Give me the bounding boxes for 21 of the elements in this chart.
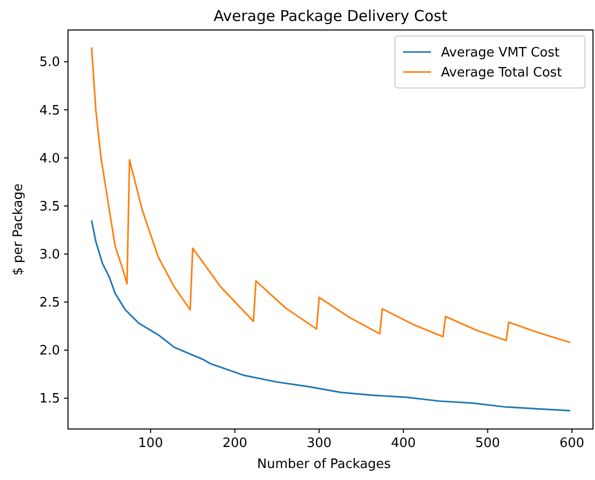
y-tick-label: 2.0 (39, 344, 60, 359)
x-tick-label: 300 (306, 436, 332, 451)
line-series (90, 46, 572, 344)
legend-label: Average Total Cost (441, 66, 562, 80)
x-tick-label: 400 (390, 436, 416, 451)
legend-label: Average VMT Cost (441, 46, 560, 60)
x-tick-label: 500 (475, 436, 500, 451)
y-tick-label: 4.5 (39, 103, 60, 118)
y-tick-label: 5.0 (39, 55, 60, 70)
y-tick-label: 4.0 (39, 151, 60, 166)
y-tick-label: 2.5 (39, 296, 60, 311)
x-tick-label: 200 (222, 436, 248, 451)
y-axis-title: $ per Package (11, 183, 26, 276)
y-tick-label: 3.0 (39, 248, 60, 263)
x-tick-label: 100 (138, 436, 163, 451)
x-tick-label: 600 (560, 436, 584, 451)
chart-title: Average Package Delivery Cost (214, 7, 448, 25)
y-tick-label: 1.5 (39, 392, 60, 407)
y-tick-label: 3.5 (39, 199, 60, 214)
x-axis-title: Number of Packages (257, 457, 392, 472)
line-series (90, 220, 572, 412)
